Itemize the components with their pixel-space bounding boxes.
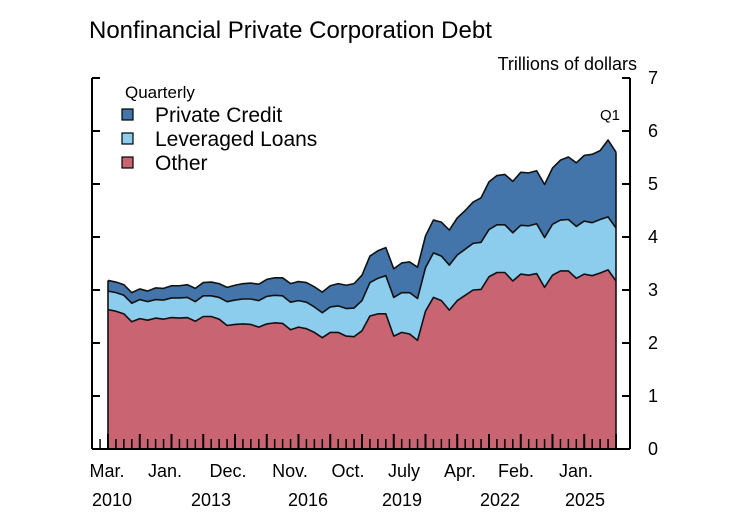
x-tick-label-month: Dec. (209, 461, 246, 481)
x-tick-label-year: 2016 (288, 490, 328, 510)
x-tick-label-month: July (388, 461, 420, 481)
legend-swatch-leveraged-loans (121, 132, 134, 145)
line-leveraged-loans (107, 216, 617, 314)
line-other (107, 269, 617, 342)
legend-label-leveraged-loans: Leveraged Loans (155, 128, 317, 151)
y-tick-label: 0 (648, 439, 658, 459)
legend-swatch-other (121, 156, 134, 169)
y-tick-label: 7 (648, 68, 658, 88)
area-layers (107, 139, 617, 449)
y-tick-label: 5 (648, 174, 658, 194)
x-tick-label-month: Nov. (272, 461, 308, 481)
chart-title: Nonfinancial Private Corporation Debt (89, 17, 492, 44)
x-tick-label-year: 2013 (191, 490, 231, 510)
line-private-credit (107, 139, 617, 294)
legend-swatch-private-credit (121, 108, 134, 121)
y-tick-label: 2 (648, 333, 658, 353)
area-other (108, 269, 616, 449)
latest-quarter-annotation: Q1 (600, 107, 620, 124)
x-tick-label-month: Apr. (444, 461, 476, 481)
legend-label-private-credit: Private Credit (155, 104, 282, 127)
x-tick-label-year: 2022 (480, 490, 520, 510)
y-tick-label: 1 (648, 386, 658, 406)
x-tick-label-month: Jan. (148, 461, 182, 481)
x-tick-label-month: Oct. (331, 461, 364, 481)
x-tick-label-year: 2010 (92, 490, 132, 510)
y-tick-label: 4 (648, 227, 658, 247)
y-tick-label: 3 (648, 280, 658, 300)
legend-label-other: Other (155, 152, 208, 175)
x-tick-label-month: Jan. (559, 461, 593, 481)
x-tick-label-month: Feb. (498, 461, 534, 481)
x-tick-label-year: 2025 (565, 490, 605, 510)
axes: 0 1 2 3 4 5 6 7 Mar. 2010 Jan. Dec. 2013 Nov. Oct.2016… (89, 68, 658, 510)
x-tick-label-year: 2019 (382, 490, 422, 510)
y-tick-label: 6 (648, 121, 658, 141)
unit-label: Trillions of dollars (498, 54, 637, 74)
legend-title: Quarterly (125, 83, 195, 102)
x-tick-label-month: Mar. (89, 461, 124, 481)
